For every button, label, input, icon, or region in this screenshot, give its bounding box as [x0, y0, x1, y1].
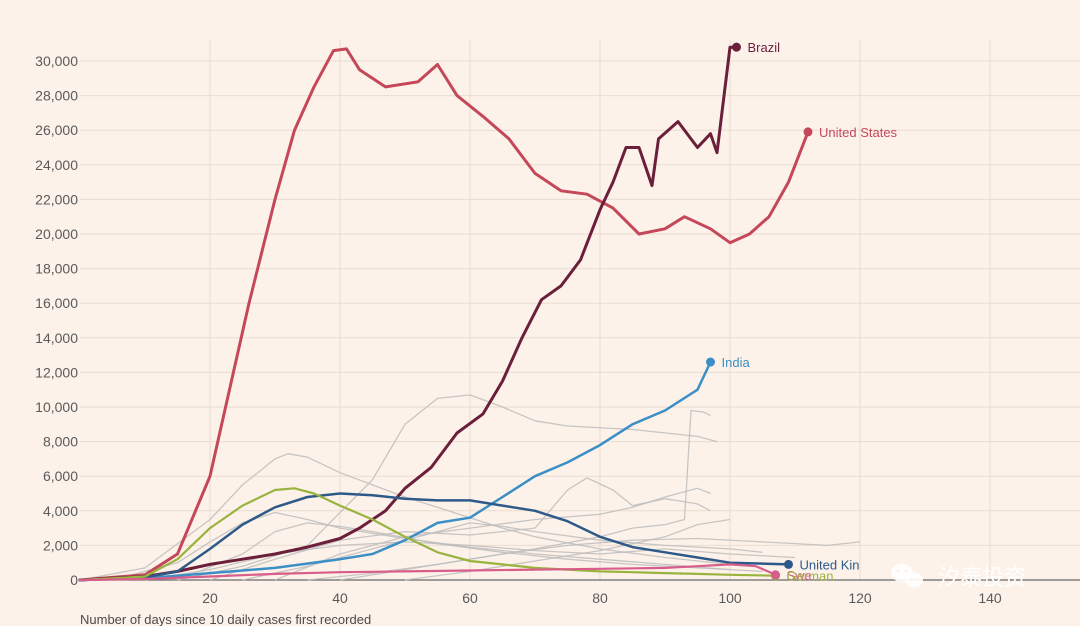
series-label-germany: German	[787, 569, 834, 584]
y-tick-label: 10,000	[35, 399, 78, 415]
x-tick-label: 80	[592, 590, 608, 606]
series-label-united-kingdom: United Kin	[800, 557, 860, 572]
y-tick-label: 14,000	[35, 330, 78, 346]
y-tick-label: 28,000	[35, 88, 78, 104]
y-tick-label: 0	[70, 572, 78, 588]
series-line-germany	[78, 487, 777, 582]
background-series-line	[274, 487, 711, 581]
y-axis: 0 2,000 4,000 6,000 8,000 10,000 12,000 14,000 1…	[35, 53, 78, 588]
series-line-brazil	[78, 45, 738, 582]
series-line-sweden	[78, 563, 777, 582]
x-axis: 20 40 60 80 100 120 140	[202, 590, 1002, 606]
x-tick-label: 100	[718, 590, 742, 606]
watermark: 汐泰投资	[891, 564, 1026, 590]
series-endpoint-united-kingdom	[784, 559, 793, 569]
x-tick-label: 40	[332, 590, 348, 606]
background-series-line	[79, 453, 731, 581]
series-label-united-states: United States	[819, 125, 898, 140]
x-tick-label: 120	[848, 590, 872, 606]
y-tick-label: 12,000	[35, 364, 78, 380]
y-tick-label: 4,000	[43, 503, 78, 519]
y-tick-label: 22,000	[35, 191, 78, 207]
y-tick-label: 18,000	[35, 261, 78, 277]
wechat-icon	[891, 564, 923, 588]
x-tick-label: 60	[462, 590, 478, 606]
series-endpoint-sweden	[771, 570, 780, 580]
background-series-line	[307, 537, 861, 581]
y-tick-label: 24,000	[35, 157, 78, 173]
background-series-line	[144, 541, 796, 581]
series-label-india: India	[722, 355, 751, 370]
background-series-line	[242, 522, 763, 581]
series-line-united-states	[78, 47, 810, 582]
x-tick-label: 20	[202, 590, 218, 606]
watermark-text: 汐泰投资	[938, 565, 1026, 590]
background-series-line	[209, 477, 711, 581]
series-endpoint-brazil	[732, 42, 741, 52]
series-label-brazil: Brazil	[748, 40, 781, 55]
highlight-series-group	[78, 42, 813, 582]
y-tick-label: 30,000	[35, 53, 78, 69]
x-axis-label: Number of days since 10 daily cases firs…	[80, 612, 371, 626]
series-line-india	[78, 360, 712, 582]
y-tick-label: 6,000	[43, 468, 78, 484]
background-series-line	[112, 511, 731, 581]
background-series-line	[177, 394, 718, 581]
y-tick-label: 26,000	[35, 122, 78, 138]
series-endpoint-india	[706, 357, 715, 367]
gridlines	[80, 40, 1080, 581]
series-line-united-kingdom	[78, 492, 790, 582]
series-label-sweden: Swe	[787, 568, 812, 583]
series-labels: Brazil United States India United KinSweGer…	[722, 40, 898, 584]
y-tick-label: 8,000	[43, 434, 78, 450]
y-tick-label: 20,000	[35, 226, 78, 242]
y-tick-label: 16,000	[35, 295, 78, 311]
series-endpoint-united-states	[803, 127, 813, 137]
x-tick-label: 140	[978, 590, 1002, 606]
y-tick-label: 2,000	[43, 537, 78, 553]
